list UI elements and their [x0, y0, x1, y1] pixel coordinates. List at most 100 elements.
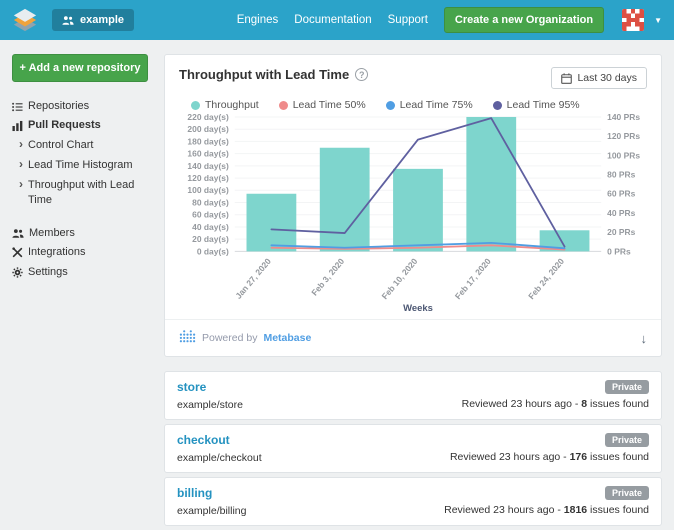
sidebar-item-pull-requests[interactable]: Pull Requests [12, 116, 154, 136]
repository-list: store example/store Private Reviewed 23 … [164, 371, 662, 527]
svg-text:140 day(s): 140 day(s) [187, 161, 229, 171]
calendar-icon [561, 72, 573, 84]
legend-label: Lead Time 75% [399, 99, 473, 111]
add-repository-button[interactable]: + Add a new repository [12, 54, 148, 82]
sidebar-item-lead-time-histogram[interactable]: › Lead Time Histogram [12, 156, 154, 176]
legend-dot [385, 100, 395, 110]
user-avatar[interactable] [622, 9, 645, 31]
help-icon[interactable]: ? [355, 68, 369, 81]
privacy-badge: Private [604, 486, 649, 501]
legend-item[interactable]: Throughput [191, 99, 259, 111]
svg-text:0 PRs: 0 PRs [607, 246, 631, 256]
repository-link[interactable]: store [177, 380, 207, 395]
svg-text:Feb 17, 2020: Feb 17, 2020 [453, 256, 493, 301]
add-repository-label: Add a new repository [28, 62, 141, 74]
legend-item[interactable]: Lead Time 75% [385, 99, 473, 111]
repository-slug: example/checkout [177, 452, 262, 465]
repository-slug: example/billing [177, 505, 247, 518]
privacy-badge: Private [604, 380, 649, 395]
svg-text:0 day(s): 0 day(s) [197, 246, 229, 256]
sidebar-item-label: Members [29, 226, 75, 239]
svg-text:160 day(s): 160 day(s) [187, 149, 229, 159]
top-navbar: example Engines Documentation Support Cr… [0, 0, 674, 40]
chart-card-header: Throughput with Lead Time ? Last 30 days [179, 67, 647, 89]
review-status: Reviewed 23 hours ago - 176 issues found [450, 451, 649, 463]
sidebar-item-label: Throughput with Lead Time [28, 178, 135, 206]
legend-dot [191, 100, 200, 110]
svg-text:220 day(s): 220 day(s) [187, 112, 229, 122]
svg-text:60 PRs: 60 PRs [607, 189, 635, 199]
chart-card-footer: Powered by Metabase ↓ [165, 319, 661, 356]
sidebar-item-throughput-with-lead-time[interactable]: › Throughput with Lead Time [12, 175, 154, 210]
app-logo-icon [13, 8, 37, 32]
svg-text:180 day(s): 180 day(s) [187, 136, 229, 146]
legend-item[interactable]: Lead Time 95% [492, 99, 580, 111]
sidebar-item-members[interactable]: Members [12, 223, 154, 243]
svg-text:200 day(s): 200 day(s) [187, 124, 229, 134]
sidebar-item-label: Settings [28, 266, 68, 279]
tools-icon [12, 247, 23, 258]
repository-row-checkout[interactable]: checkout example/checkout Private Review… [164, 424, 662, 474]
nav-link-engines[interactable]: Engines [236, 14, 279, 26]
sidebar-item-repositories[interactable]: Repositories [12, 96, 154, 116]
caret-down-icon[interactable]: ▼ [654, 15, 662, 25]
svg-text:120 PRs: 120 PRs [607, 131, 640, 141]
legend-dot [492, 100, 502, 110]
sidebar-item-control-chart[interactable]: › Control Chart [12, 136, 154, 156]
sidebar-item-label: Pull Requests [28, 119, 101, 132]
review-suffix: issues found [587, 398, 649, 411]
avatar-identicon [622, 9, 645, 31]
create-organization-button[interactable]: Create a new Organization [443, 7, 605, 33]
review-prefix: Reviewed 23 hours ago - [461, 398, 582, 411]
review-suffix: issues found [587, 504, 649, 517]
app-logo[interactable] [12, 7, 38, 33]
download-arrow-icon[interactable]: ↓ [640, 330, 648, 346]
review-prefix: Reviewed 23 hours ago - [444, 504, 564, 517]
nav-link-support[interactable]: Support [387, 14, 428, 26]
people-icon [12, 228, 24, 238]
sidebar-item-label: Integrations [28, 246, 86, 259]
chevron-right-icon: › [19, 157, 23, 172]
legend-label: Lead Time 95% [506, 99, 580, 111]
issues-count: 176 [569, 451, 588, 464]
svg-text:Feb 3, 2020: Feb 3, 2020 [309, 256, 346, 298]
gear-icon [12, 267, 23, 278]
review-suffix: issues found [587, 451, 649, 464]
chart-legend: Throughput Lead Time 50% Lead Time 75% Lead… [191, 99, 647, 111]
sidebar-item-settings[interactable]: Settings [12, 263, 154, 283]
list-icon [12, 102, 23, 111]
issues-count: 1816 [563, 504, 588, 517]
repository-row-store[interactable]: store example/store Private Reviewed 23 … [164, 371, 662, 421]
chart-title: Throughput with Lead Time [179, 67, 350, 82]
legend-item[interactable]: Lead Time 50% [278, 99, 366, 111]
sidebar-item-label: Repositories [28, 99, 90, 112]
repository-link[interactable]: billing [177, 486, 213, 501]
review-status: Reviewed 23 hours ago - 8 issues found [462, 398, 649, 410]
legend-dot [278, 100, 288, 110]
organization-button[interactable]: example [52, 9, 135, 31]
chevron-right-icon: › [19, 137, 23, 152]
svg-text:20 day(s): 20 day(s) [192, 234, 229, 244]
powered-by-text: Powered by [202, 332, 258, 345]
bar-chart-icon [12, 121, 23, 132]
svg-text:100 PRs: 100 PRs [607, 150, 640, 160]
repository-row-billing[interactable]: billing example/billing Private Reviewed… [164, 477, 662, 527]
metabase-link[interactable]: Metabase [263, 332, 312, 345]
svg-text:Weeks: Weeks [403, 303, 433, 314]
metabase-logo-icon [179, 329, 196, 347]
organization-name: example [80, 14, 125, 26]
date-range-button[interactable]: Last 30 days [551, 67, 647, 89]
sidebar: + Add a new repository Repositories Pull… [12, 54, 154, 530]
page-body: + Add a new repository Repositories Pull… [0, 40, 674, 530]
svg-text:40 day(s): 40 day(s) [192, 222, 229, 232]
nav-link-documentation[interactable]: Documentation [294, 14, 372, 26]
chevron-right-icon: › [19, 176, 23, 191]
svg-text:20 PRs: 20 PRs [607, 227, 635, 237]
repository-link[interactable]: checkout [177, 433, 230, 448]
sidebar-item-integrations[interactable]: Integrations [12, 243, 154, 263]
svg-text:80 PRs: 80 PRs [607, 170, 635, 180]
people-icon [62, 15, 74, 25]
navbar-right: Engines Documentation Support Create a n… [237, 7, 662, 33]
svg-text:80 day(s): 80 day(s) [192, 197, 229, 207]
svg-text:60 day(s): 60 day(s) [192, 210, 229, 220]
